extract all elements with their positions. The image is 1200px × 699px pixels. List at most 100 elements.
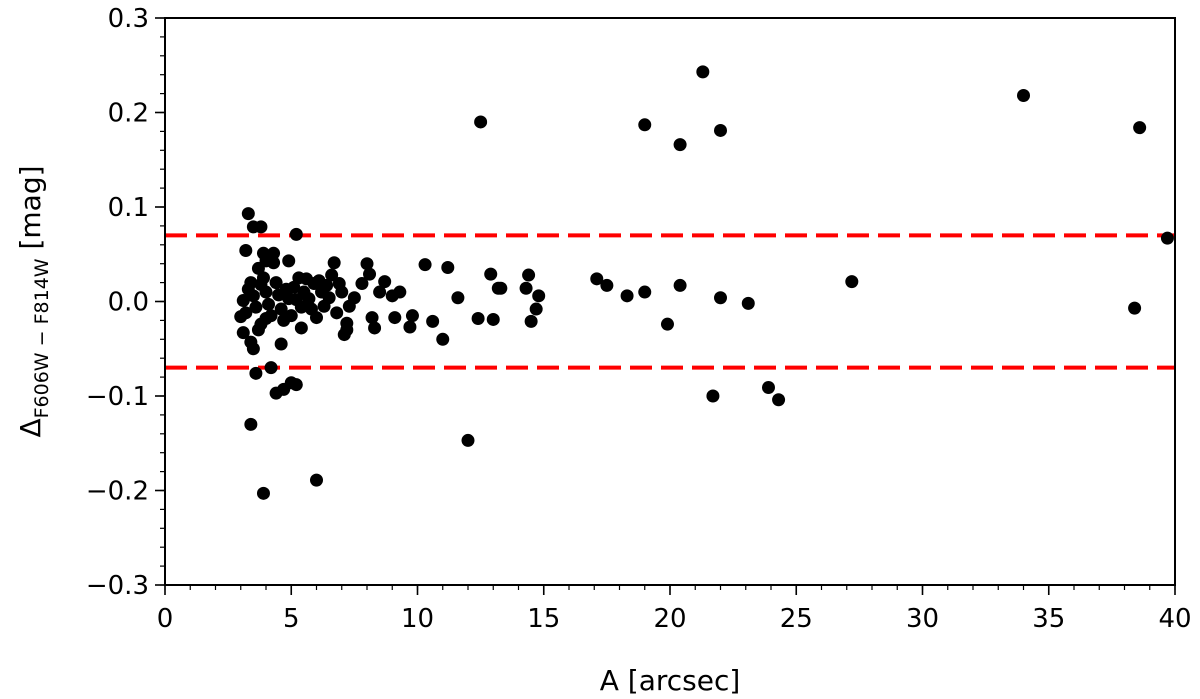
data-point bbox=[714, 291, 727, 305]
data-point bbox=[239, 243, 253, 257]
x-tick-label: 5 bbox=[283, 604, 300, 634]
data-point bbox=[532, 289, 546, 303]
data-points bbox=[234, 65, 1174, 500]
data-point bbox=[267, 256, 281, 270]
data-point bbox=[289, 378, 303, 392]
x-axis-label: A [arcsec] bbox=[600, 664, 741, 697]
data-point bbox=[1017, 88, 1030, 102]
data-point bbox=[772, 393, 786, 407]
data-point bbox=[403, 320, 417, 334]
data-point bbox=[284, 309, 298, 323]
x-tick-label: 30 bbox=[906, 604, 939, 634]
data-point bbox=[714, 123, 727, 137]
data-point bbox=[355, 277, 369, 291]
data-point bbox=[388, 311, 402, 325]
data-point bbox=[256, 486, 270, 500]
data-point bbox=[706, 389, 720, 403]
data-point bbox=[274, 337, 288, 351]
data-point bbox=[494, 281, 508, 295]
data-point bbox=[363, 267, 377, 281]
data-point bbox=[259, 285, 273, 299]
data-point bbox=[236, 326, 250, 340]
data-point bbox=[244, 276, 258, 290]
data-point bbox=[262, 297, 276, 311]
data-point bbox=[418, 258, 432, 272]
data-point bbox=[294, 321, 308, 335]
x-tick-label: 20 bbox=[653, 604, 686, 634]
data-point bbox=[761, 380, 775, 394]
data-point bbox=[436, 332, 450, 346]
data-point bbox=[486, 312, 500, 326]
data-point bbox=[484, 267, 498, 281]
data-point bbox=[302, 292, 316, 306]
x-tick-label: 35 bbox=[1032, 604, 1065, 634]
data-point bbox=[234, 310, 248, 324]
data-point bbox=[254, 220, 268, 234]
data-point bbox=[529, 302, 543, 316]
y-tick-label: 0.1 bbox=[108, 193, 149, 223]
data-point bbox=[590, 272, 604, 286]
data-point bbox=[325, 268, 339, 282]
y-tick-label: 0.2 bbox=[108, 99, 149, 129]
data-point bbox=[373, 285, 387, 299]
data-point bbox=[347, 291, 361, 305]
x-tick-label: 25 bbox=[780, 604, 813, 634]
data-point bbox=[335, 285, 349, 299]
x-tick-label: 10 bbox=[401, 604, 434, 634]
data-point bbox=[461, 433, 475, 447]
data-point bbox=[1160, 231, 1174, 245]
axis-ticks: 0 5 10 15 20 25 30 35 40 −0.3 −0.2 −0.1 0.0 0.1 0.2 0.3 bbox=[86, 4, 1192, 634]
data-point bbox=[241, 207, 255, 221]
y-axis-label-subscript: F606W − F814W bbox=[31, 258, 53, 418]
y-axis-label-main: Δ bbox=[14, 418, 47, 437]
data-point bbox=[620, 289, 634, 303]
data-point bbox=[673, 138, 687, 152]
data-point bbox=[441, 260, 455, 274]
data-point bbox=[264, 361, 278, 375]
data-point bbox=[368, 321, 382, 335]
x-tick-label: 15 bbox=[527, 604, 560, 634]
data-point bbox=[256, 271, 270, 285]
y-axis-label-unit: [mag] bbox=[14, 165, 47, 258]
data-point bbox=[327, 256, 341, 270]
data-point bbox=[845, 275, 859, 289]
data-point bbox=[340, 316, 354, 330]
y-tick-label: −0.1 bbox=[86, 382, 149, 412]
data-point bbox=[249, 300, 263, 314]
data-point bbox=[696, 65, 710, 79]
data-point bbox=[330, 306, 344, 320]
data-point bbox=[522, 268, 536, 282]
data-point bbox=[365, 311, 379, 325]
data-point bbox=[289, 227, 303, 241]
data-point bbox=[1128, 301, 1142, 315]
data-point bbox=[451, 291, 465, 305]
data-point bbox=[1133, 121, 1147, 135]
x-tick-label: 0 bbox=[157, 604, 174, 634]
threshold-lines bbox=[165, 233, 1175, 370]
data-point bbox=[269, 276, 283, 290]
data-point bbox=[474, 115, 488, 129]
data-point bbox=[405, 309, 419, 323]
data-point bbox=[378, 275, 392, 289]
data-point bbox=[320, 278, 334, 292]
data-point bbox=[246, 289, 260, 303]
data-point bbox=[246, 342, 260, 356]
data-point bbox=[244, 417, 258, 431]
data-point bbox=[638, 285, 652, 299]
data-point bbox=[524, 314, 538, 328]
data-point bbox=[274, 302, 288, 316]
data-point bbox=[236, 294, 250, 308]
data-point bbox=[426, 314, 440, 328]
data-point bbox=[673, 278, 687, 292]
data-point bbox=[471, 312, 485, 326]
plot-frame bbox=[164, 17, 1176, 586]
data-point bbox=[294, 300, 308, 314]
y-tick-label: 0.0 bbox=[108, 288, 149, 318]
y-tick-label: 0.3 bbox=[108, 4, 149, 34]
data-point bbox=[600, 278, 614, 292]
data-point bbox=[322, 291, 336, 305]
y-tick-label: −0.2 bbox=[86, 477, 149, 507]
y-axis-label: ΔF606W − F814W [mag] bbox=[14, 165, 53, 437]
data-point bbox=[741, 296, 755, 310]
